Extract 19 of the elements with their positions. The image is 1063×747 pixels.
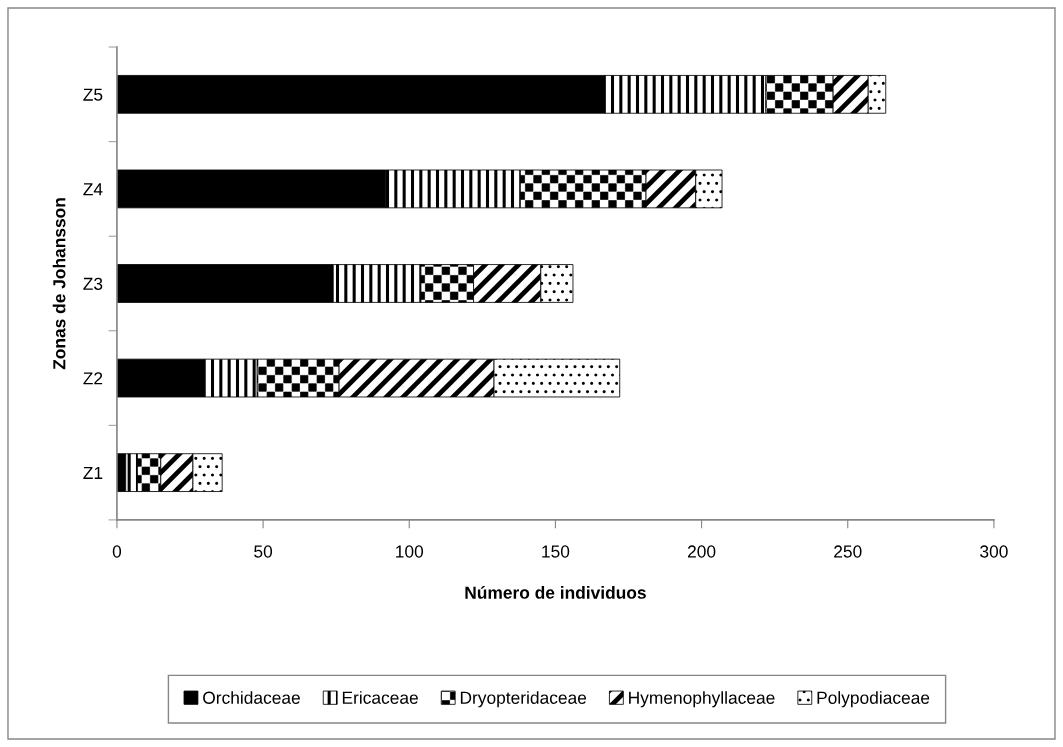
y-tick-label: Z4	[83, 183, 103, 196]
x-tick-label: 150	[542, 545, 570, 558]
y-axis-title: Zonas de Johansson	[52, 198, 66, 370]
legend-label: Dryopteridaceae	[460, 691, 587, 708]
legend-label: Hymenophyllaceae	[629, 691, 775, 708]
legend-label: Polypodiaceae	[817, 691, 930, 708]
x-tick-label: 100	[396, 545, 424, 558]
x-tick-label: 250	[834, 545, 862, 558]
x-tick-label: 200	[687, 545, 716, 558]
x-tick-label: 300	[980, 545, 1008, 558]
x-tick-label: 50	[254, 545, 273, 558]
y-tick-label: Z2	[83, 372, 103, 385]
legend-label: Ericaceae	[342, 691, 418, 704]
y-tick-label: Z1	[83, 466, 103, 479]
y-tick-label: Z3	[83, 277, 103, 290]
x-axis-title: Número de individuos	[465, 585, 646, 599]
legend-label: Orchidaceae	[203, 691, 300, 704]
x-tick-label: 0	[112, 545, 122, 558]
y-tick-label: Z5	[83, 88, 103, 101]
